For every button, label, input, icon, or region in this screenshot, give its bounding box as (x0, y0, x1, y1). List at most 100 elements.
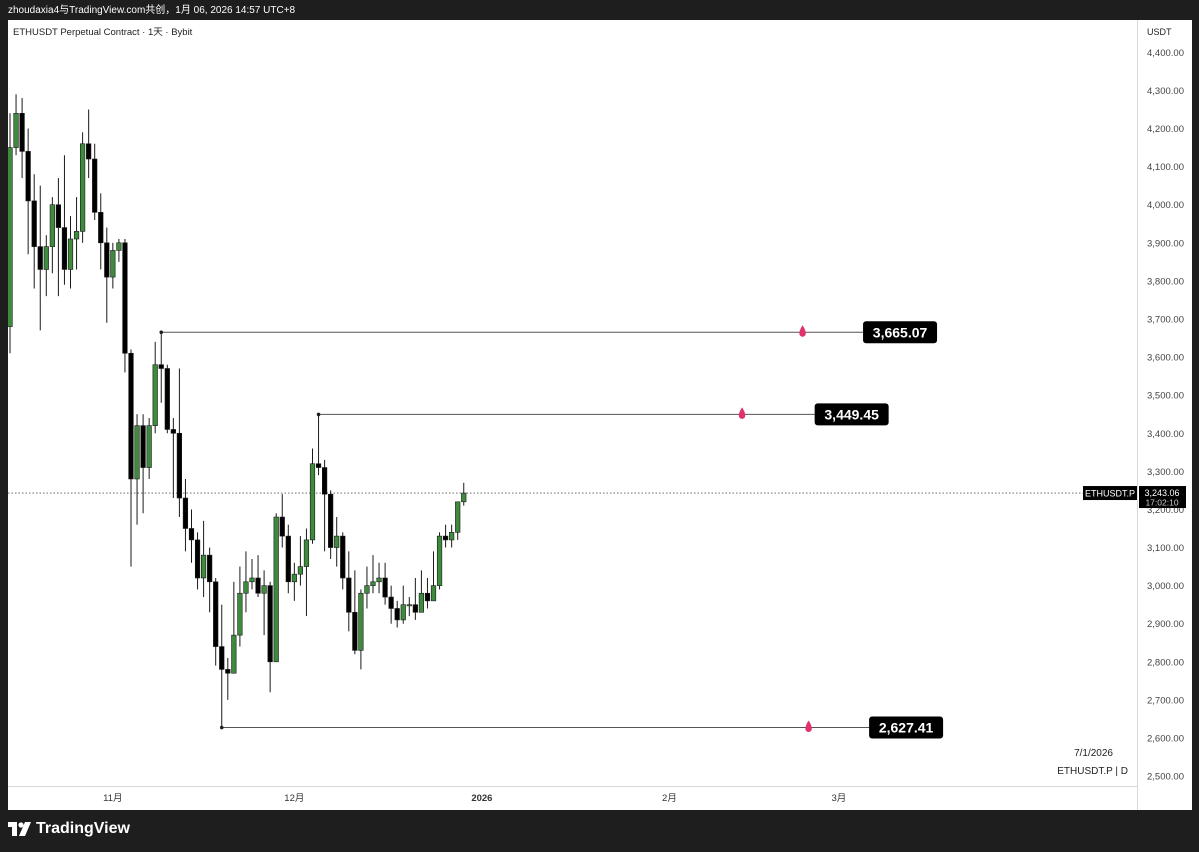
y-tick-label: 2,700.00 (1147, 695, 1184, 706)
candle-body (152, 364, 158, 426)
footer-symbol: ETHUSDT.P | D (1057, 766, 1128, 777)
drop-marker-icon[interactable] (738, 407, 746, 419)
candle-body (449, 531, 455, 541)
drop-marker-icon[interactable] (799, 325, 806, 337)
candle-body (19, 112, 25, 152)
y-tick-label: 4,300.00 (1147, 86, 1184, 97)
candle-body (334, 535, 340, 548)
candle-body (67, 238, 74, 270)
candle-body (92, 158, 98, 213)
candle-body (128, 352, 134, 480)
candle-body (207, 554, 213, 583)
level-price-badge[interactable] (869, 716, 944, 739)
level-price-label: 3,665.07 (873, 324, 928, 340)
candle-body (170, 429, 176, 434)
candle-body (61, 227, 68, 270)
level-price-label: 2,627.41 (879, 720, 934, 736)
candle-body (267, 585, 273, 663)
candle-body (406, 604, 412, 607)
candle-body (273, 516, 279, 663)
candle-body (13, 112, 19, 148)
candle-body (279, 516, 285, 537)
candle-body (8, 147, 13, 327)
drop-marker-icon[interactable] (805, 720, 812, 733)
candle-body (364, 585, 370, 594)
x-tick-label: 2026 (471, 793, 492, 804)
y-tick-label: 2,900.00 (1147, 619, 1184, 630)
candle-body (394, 608, 400, 621)
candle-body (461, 492, 467, 503)
candle-body (418, 592, 425, 613)
y-tick-label: 2,600.00 (1147, 733, 1184, 744)
y-tick-label: 3,800.00 (1147, 276, 1184, 287)
symbol-badge (1083, 486, 1137, 501)
candle-body (243, 581, 249, 594)
candle-body (442, 535, 449, 541)
candle-body (73, 231, 80, 240)
y-tick-label: 3,000.00 (1147, 581, 1184, 592)
candle-body (176, 432, 183, 499)
symbol-badge-label: ETHUSDT.P (1085, 489, 1135, 499)
candle-body (346, 577, 352, 613)
candle-body (164, 368, 170, 430)
y-tick-label: 3,600.00 (1147, 353, 1184, 364)
candle-body (358, 592, 364, 651)
current-price-label: 3,243.06 (1144, 488, 1179, 498)
top-attribution-bar: zhoudaxia4与TradingView.com共创，1月 06, 2026… (8, 5, 296, 16)
candle-body (194, 539, 201, 579)
candle-body (291, 573, 297, 583)
candle-body (430, 585, 437, 602)
y-tick-label: 4,100.00 (1147, 162, 1184, 173)
tradingview-logo-icon (8, 822, 31, 836)
candle-body (146, 425, 152, 468)
y-tick-label: 4,400.00 (1147, 48, 1184, 59)
level-price-label: 3,449.45 (824, 406, 879, 422)
candle-body (376, 577, 382, 583)
y-axis-unit: USDT (1147, 27, 1172, 37)
bar-countdown-label: 17:02:10 (1145, 498, 1178, 508)
y-tick-label: 4,200.00 (1147, 124, 1184, 135)
candle-body (370, 581, 376, 586)
y-tick-label: 4,000.00 (1147, 200, 1184, 211)
candle-body (328, 493, 334, 548)
candle-body (201, 554, 207, 579)
symbol-header: ETHUSDT Perpetual Contract · 1天 · Bybit (13, 27, 193, 38)
y-tick-label: 3,200.00 (1147, 505, 1184, 516)
candle-body (158, 364, 164, 369)
x-tick-label: 12月 (284, 793, 304, 804)
x-tick-label: 11月 (103, 793, 122, 804)
chart-panel[interactable]: ETHUSDT Perpetual Contract · 1天 · Bybit … (8, 20, 1192, 810)
x-tick-label: 2月 (662, 793, 677, 804)
candle-body (382, 577, 388, 598)
candle-body (255, 577, 261, 594)
candle-body (104, 242, 110, 278)
level-price-badge[interactable] (863, 321, 938, 344)
candle-body (37, 246, 43, 270)
y-tick-label: 2,800.00 (1147, 657, 1184, 668)
candle-body (55, 204, 61, 228)
x-tick-label: 3月 (831, 793, 846, 804)
candle-body (261, 585, 267, 594)
candlestick-chart[interactable]: ETHUSDT Perpetual Contract · 1天 · Bybit … (8, 20, 1192, 810)
y-tick-label: 3,300.00 (1147, 467, 1184, 478)
candle-body (231, 634, 237, 674)
candle-body (122, 242, 128, 354)
candle-body (309, 463, 316, 541)
candle-body (412, 604, 418, 613)
candle-body (455, 501, 461, 533)
candle-body (134, 425, 140, 480)
y-tick-label: 2,500.00 (1147, 772, 1184, 783)
candle-body (98, 212, 104, 244)
candle-body (424, 592, 431, 602)
candle-body (80, 143, 86, 232)
candle-body (25, 151, 31, 202)
y-tick-label: 3,700.00 (1147, 314, 1184, 325)
level-price-badge[interactable] (814, 403, 889, 426)
candle-body (388, 596, 394, 609)
candle-body (303, 539, 310, 567)
candle-body (116, 242, 122, 251)
candle-body (182, 497, 189, 529)
candle-body (436, 535, 443, 586)
candle-body (225, 669, 231, 674)
candle-body (43, 246, 49, 270)
